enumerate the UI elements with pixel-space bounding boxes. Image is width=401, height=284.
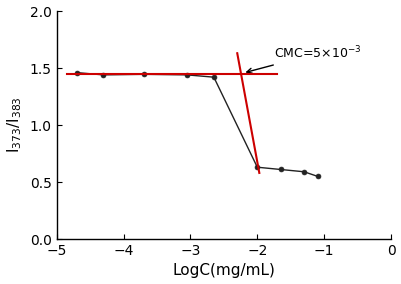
Y-axis label: I$_{373}$/I$_{383}$: I$_{373}$/I$_{383}$ (6, 97, 24, 153)
Text: CMC=5×10$^{-3}$: CMC=5×10$^{-3}$ (247, 45, 361, 73)
X-axis label: LogC(mg/mL): LogC(mg/mL) (172, 264, 275, 278)
